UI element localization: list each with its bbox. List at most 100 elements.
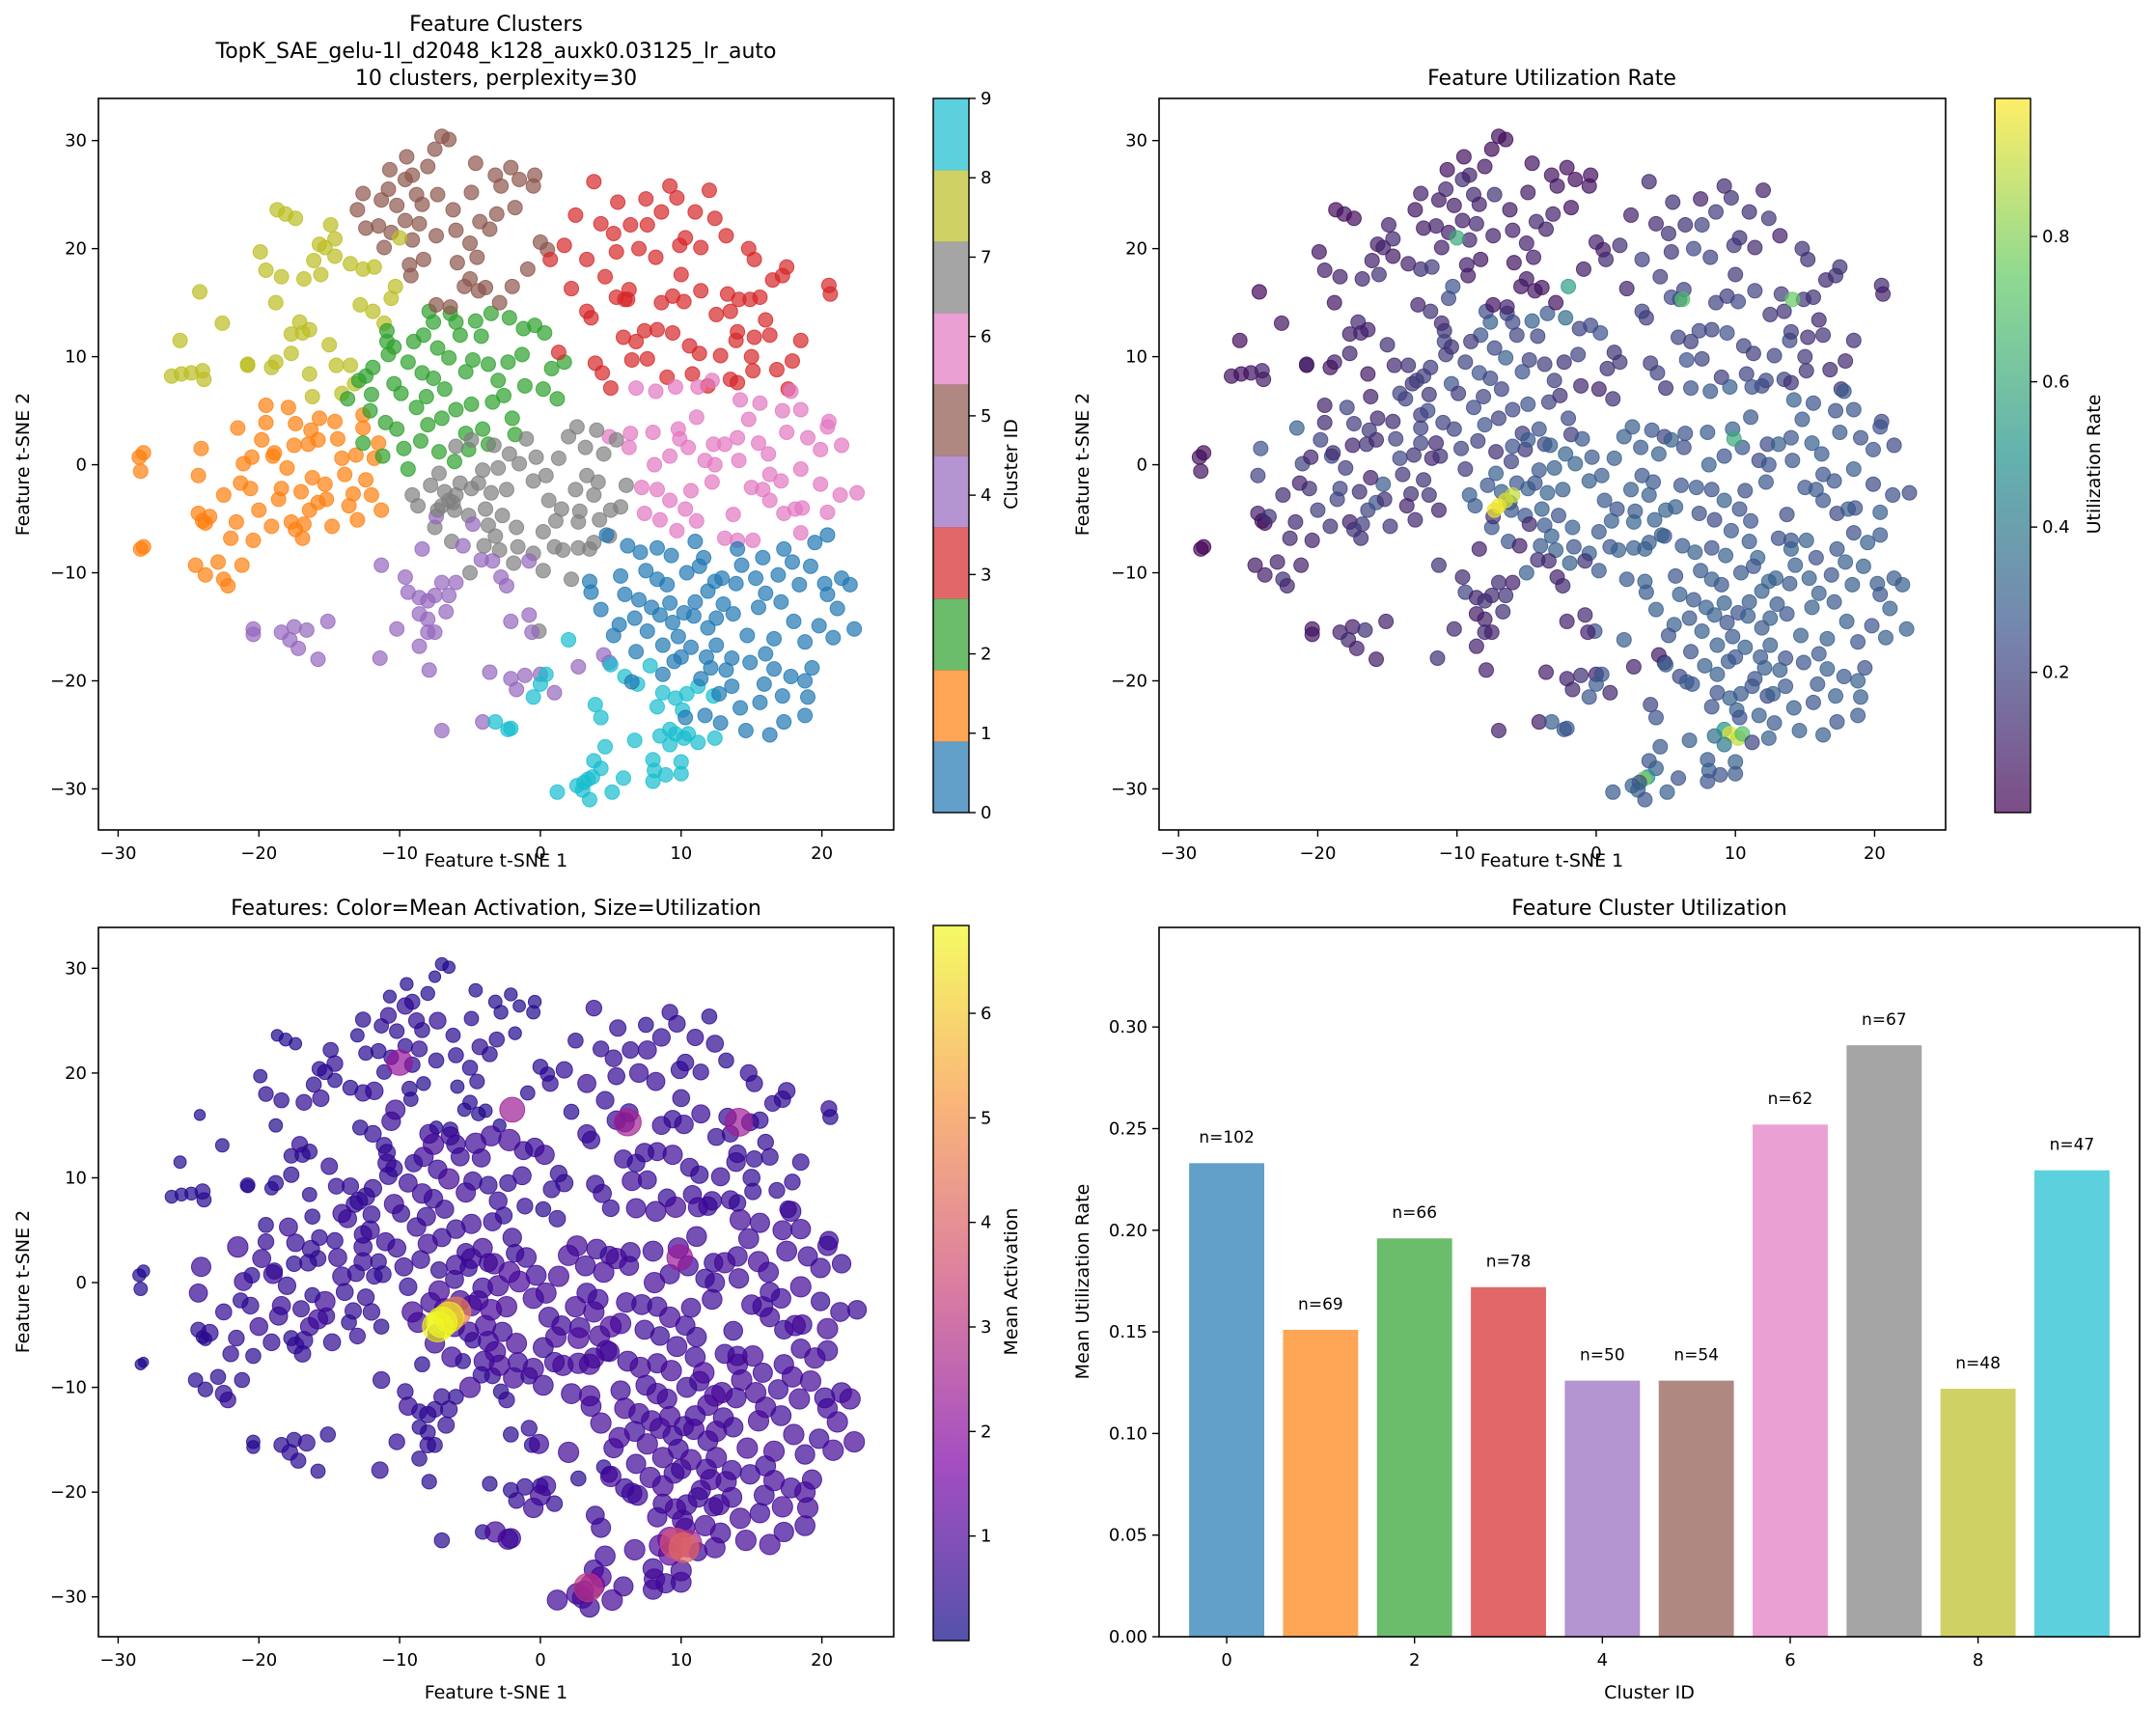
feature-point (400, 354, 416, 371)
feature-point (586, 174, 602, 190)
feature-point (239, 1176, 256, 1194)
feature-point (528, 1433, 549, 1454)
feature-point (512, 1166, 532, 1186)
feature-point (846, 1300, 868, 1320)
feature-point (483, 1212, 503, 1231)
feature-point (1196, 445, 1212, 461)
feature-point (1293, 557, 1310, 573)
feature-point (804, 1347, 826, 1369)
feature-point (1253, 440, 1269, 456)
feature-point (441, 131, 457, 148)
feature-point (1421, 486, 1437, 503)
feature-point (1385, 248, 1401, 264)
feature-point (1885, 486, 1901, 503)
feature-point (766, 630, 783, 647)
feature-point (511, 456, 528, 472)
bar-label: n=78 (1486, 1253, 1532, 1272)
feature-point (797, 1246, 818, 1267)
feature-point (290, 1136, 309, 1153)
feature-point (290, 640, 307, 656)
feature-point (1674, 538, 1691, 554)
feature-point (1797, 348, 1813, 365)
feature-point (1703, 571, 1720, 588)
feature-point (1584, 449, 1600, 465)
feature-point (1449, 230, 1465, 246)
feature-point (1446, 421, 1462, 437)
feature-point (277, 1276, 297, 1295)
feature-point (305, 1076, 322, 1093)
y-tick-label: 10 (65, 1168, 87, 1188)
feature-point (1549, 178, 1565, 194)
feature-point (832, 486, 848, 503)
feature-point (1556, 354, 1572, 371)
x-tick-label: 6 (1784, 1650, 1795, 1671)
feature-point (794, 500, 811, 516)
feature-point (732, 700, 749, 716)
feature-point (1776, 303, 1792, 319)
feature-point (687, 204, 704, 220)
feature-point (399, 149, 415, 165)
feature-point (778, 1082, 796, 1100)
feature-point (1279, 577, 1295, 594)
feature-point (438, 603, 455, 620)
feature-point (1269, 554, 1285, 570)
feature-point (1687, 544, 1703, 561)
feature-point (319, 613, 336, 629)
feature-point (322, 1333, 342, 1352)
feature-point (679, 1449, 703, 1471)
feature-point (708, 637, 725, 653)
feature-point (457, 364, 474, 380)
x-tick-label: 10 (1725, 843, 1747, 864)
feature-point (283, 345, 299, 362)
feature-point (234, 1371, 251, 1389)
feature-point (193, 1109, 207, 1121)
feature-point (1798, 363, 1814, 379)
feature-point (442, 960, 456, 975)
feature-point (1658, 380, 1674, 397)
feature-point (792, 525, 809, 541)
feature-point (1760, 210, 1777, 227)
feature-point (834, 437, 850, 454)
feature-point (233, 475, 249, 491)
feature-point (1770, 436, 1786, 453)
feature-point (1520, 396, 1536, 412)
feature-point (1499, 299, 1515, 316)
feature-point (760, 1147, 779, 1166)
feature-point (788, 1388, 811, 1410)
feature-point (755, 1396, 777, 1419)
feature-point (1416, 220, 1432, 236)
feature-point (774, 688, 790, 704)
feature-point (748, 570, 764, 587)
feature-point (1564, 681, 1581, 698)
feature-point (317, 239, 333, 256)
feature-point (1606, 450, 1622, 466)
feature-point (467, 155, 484, 172)
feature-point (1531, 421, 1547, 437)
feature-point (731, 453, 747, 469)
bar-cluster-2 (1376, 1238, 1452, 1637)
feature-point (1864, 618, 1880, 634)
feature-point (428, 296, 445, 313)
feature-point (1732, 565, 1749, 581)
feature-point (1428, 218, 1445, 235)
colorbar-cluster: 0 1 2 3 4 5 6 7 8 9 (932, 89, 991, 823)
feature-point (335, 1283, 354, 1302)
feature-point (1623, 207, 1639, 223)
feature-point (1508, 327, 1525, 344)
feature-point (427, 141, 443, 157)
feature-point (490, 459, 507, 476)
feature-point (462, 1094, 478, 1111)
feature-point (792, 461, 809, 478)
y-tick-label: 0 (76, 1273, 87, 1293)
feature-point (567, 482, 584, 498)
feature-point (301, 1186, 318, 1202)
feature-point (636, 322, 652, 339)
feature-point (1716, 736, 1732, 753)
feature-point (594, 365, 611, 381)
feature-point (1429, 649, 1446, 666)
feature-point (669, 190, 685, 207)
feature-point (1823, 566, 1839, 583)
feature-point (626, 610, 643, 626)
feature-point (1498, 349, 1514, 366)
feature-point (372, 649, 388, 666)
